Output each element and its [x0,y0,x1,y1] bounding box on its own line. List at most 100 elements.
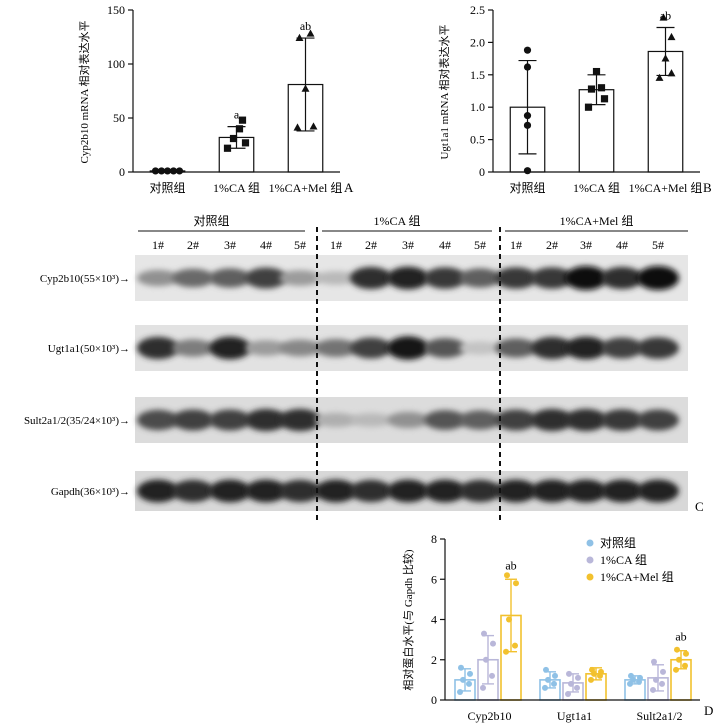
chart-d-point [673,666,679,673]
blot-band [565,336,607,360]
chart-a: Cyp2b10 mRNA 相对表达水平 0 50 100 150 a ab 对照组 1%C… [77,3,354,195]
blot-band [387,336,429,360]
chart-a-point [238,116,247,124]
blot-band [245,408,287,432]
chart-a-point [235,125,244,133]
chart-a-point [306,29,315,37]
chart-d-point [467,670,473,677]
chart-d-legend-swatch [586,539,594,547]
chart-b-point [600,95,609,103]
blot-band [424,267,466,289]
chart-b-annotation: ab [660,8,671,22]
blot-band [531,408,573,432]
blot-band [279,408,321,432]
blot-band [565,479,607,503]
chart-d-point [566,670,572,677]
blot-band [637,409,679,431]
blot-band [601,337,643,359]
chart-b-point [587,85,596,93]
chart-b-category-label: 对照组 [509,181,545,195]
chart-a-category-label: 1%CA+Mel 组 [269,181,343,195]
chart-d-point [628,672,634,679]
blot-lane-label: 1# [510,238,522,252]
chart-d-point [659,680,665,687]
chart-d-point [506,616,512,623]
chart-b-y-tick-label: 2.0 [470,35,485,49]
blot-lane-label: 4# [439,238,451,252]
chart-d-point [637,674,643,681]
blot-band [531,336,573,360]
blot-band [209,409,251,431]
chart-d-point [481,630,487,637]
blot-band [495,409,537,431]
blot-band [637,337,679,359]
blot-band [245,340,287,356]
blot-band [459,479,501,503]
chart-b-point [667,69,676,77]
chart-a-point [151,167,160,175]
chart-a-point [309,122,318,130]
blot-band [172,268,214,288]
blot-band [637,479,679,503]
chart-b-point [523,63,532,71]
blot-lane-label: 4# [616,238,628,252]
chart-d-legend-label: 1%CA+Mel 组 [600,570,674,584]
blot-band [137,479,179,503]
chart-d-point [574,684,580,691]
chart-b-y-tick-label: 1.0 [470,100,485,114]
chart-d-y-tick-label: 6 [431,572,437,586]
blot-band [315,271,357,285]
chart-b-point [655,73,664,81]
chart-b-category-label: 1%CA 组 [573,181,620,195]
blot-band [531,267,573,289]
chart-d-panel-letter: D [704,703,713,718]
blot-lane-label: 2# [365,238,377,252]
chart-d-ylabel: 相对蛋白水平(与 Gapdh 比较) [401,549,415,690]
chart-d-point [588,676,594,683]
chart-a-annotation: a [234,108,240,122]
chart-d-point [543,666,549,673]
chart-a-point [301,84,310,92]
chart-b-y-tick-label: 1.5 [470,68,485,82]
chart-b-point [584,103,593,111]
chart-b-point [523,167,532,175]
blot-band-label: Cyp2b10(55×10³)→ [40,273,130,285]
chart-d-point [504,572,510,579]
chart-d-point [575,674,581,681]
blot-band [424,479,466,503]
chart-a-annotation: ab [300,19,311,33]
blot-group-headers: 对照组 1%CA 组 1%CA+Mel 组 [138,214,688,232]
chart-d-point [660,668,666,675]
chart-d-point [489,672,495,679]
blot-lane-label: 5# [474,238,486,252]
chart-d-point [598,668,604,675]
blot-band-label: Ugt1a1(50×10³)→ [48,343,130,355]
chart-b-point [597,84,606,92]
blot-lane-label: 3# [402,238,414,252]
chart-a-category-label: 对照组 [149,181,185,195]
blot-band [279,339,321,357]
chart-d-category-label: Ugt1a1 [557,709,592,723]
chart-a-bars: a ab [149,19,324,175]
blot-band [315,412,357,428]
blot-band [279,270,321,286]
chart-d-legend-swatch [586,556,594,564]
blot-band [172,339,214,357]
chart-b: Ugt1a1 mRNA 相对表达水平 0 0.5 1.0 1.5 2.0 2.5 ab 对… [437,3,712,195]
chart-d-y-tick-label: 8 [431,532,437,546]
chart-a-panel-letter: A [344,180,354,195]
blot-band [495,338,537,358]
chart-d-point [480,684,486,691]
chart-a-y-ticks: 0 50 100 150 [107,3,133,179]
chart-a-point [175,167,184,175]
chart-d-point [650,686,656,693]
chart-b-bars: ab [509,8,684,175]
blot-lane-label: 2# [546,238,558,252]
chart-b-point [667,32,676,41]
chart-b-point [659,13,668,21]
blot-band [209,336,251,360]
blot-band [137,409,179,431]
chart-d-point [457,688,463,695]
blot-lane-label: 5# [294,238,306,252]
chart-d-legend: 对照组 1%CA 组 1%CA+Mel 组 [586,536,674,584]
